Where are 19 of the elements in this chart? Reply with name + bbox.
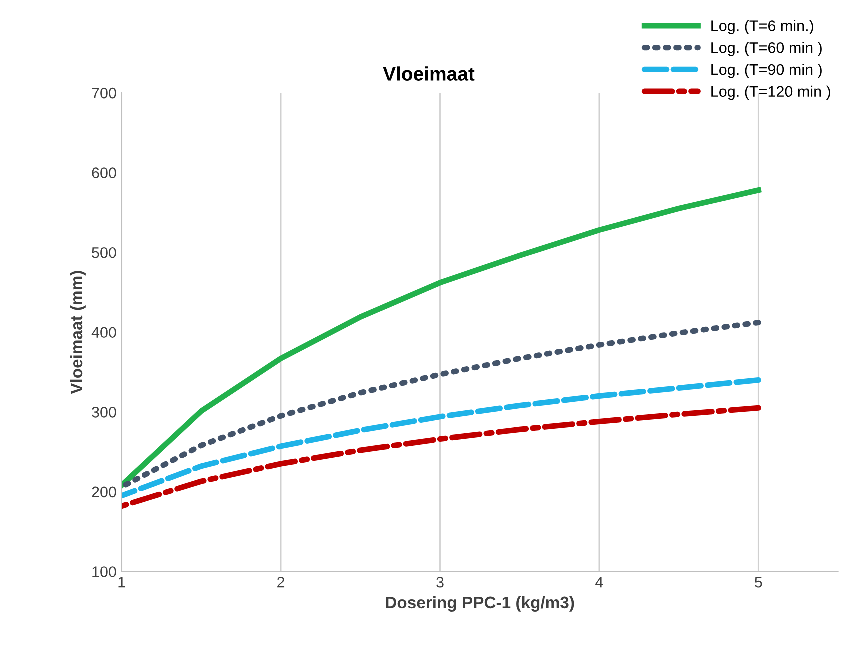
x-axis-title: Dosering PPC-1 (kg/m3) [386,596,574,612]
y-tick-label: 300 [92,407,116,418]
x-tick-label: 5 [755,577,762,588]
x-tick-label: 3 [436,576,444,588]
x-tick-label: 4 [596,577,604,588]
x-tick-label: 1 [118,577,126,588]
y-tick-label: 100 [92,566,116,578]
y-tick-label: 200 [92,486,116,498]
x-tick-label: 2 [278,576,285,588]
y-tick-label: 500 [92,247,116,258]
legend-label: Log. (T=6 min.) [712,20,814,34]
y-axis-title: Vloeimaat (mm) [70,271,86,394]
y-tick-label: 600 [92,168,116,178]
legend-label: Log. (T=90 min ) [712,64,822,78]
chart-title: Vloeimaat [383,66,475,81]
y-tick-label: 700 [92,88,116,99]
legend-label: Log. (T=120 min ) [712,86,830,100]
y-tick-label: 400 [92,327,116,338]
legend-label: Log. (T=60 min ) [712,42,822,56]
